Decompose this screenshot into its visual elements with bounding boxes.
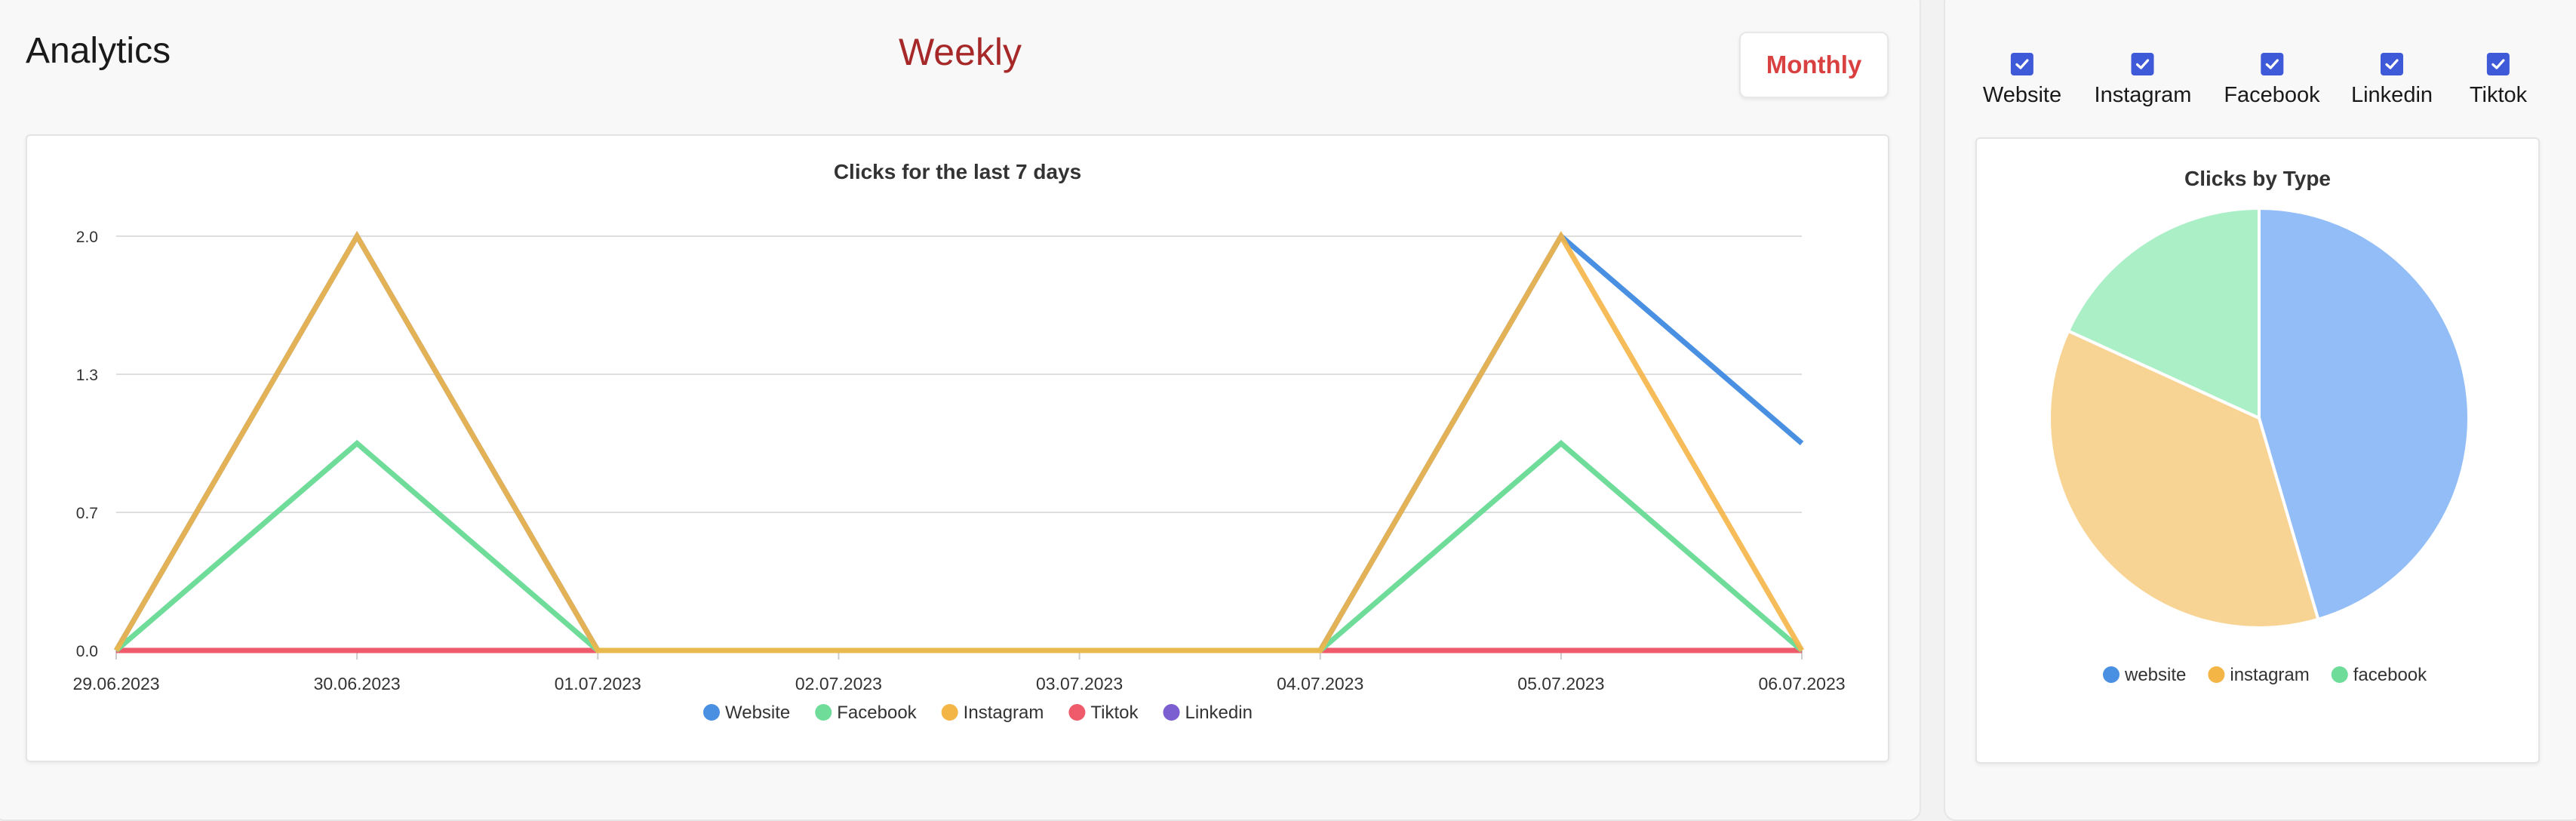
pie-legend-item-instagram[interactable]: instagram — [2208, 665, 2310, 685]
legend-marker — [2331, 666, 2348, 683]
filter-tiktok[interactable]: Tiktok — [2470, 53, 2527, 108]
series-line-instagram — [113, 231, 1805, 653]
line-chart-title: Clicks for the last 7 days — [834, 160, 1081, 183]
check-icon — [2385, 59, 2399, 69]
filter-checkbox-website[interactable] — [2010, 53, 2033, 75]
check-icon — [2265, 59, 2279, 69]
pie-legend-item-facebook[interactable]: facebook — [2331, 665, 2427, 685]
filter-checkbox-tiktok[interactable] — [2487, 53, 2510, 75]
series-line-website — [113, 231, 1804, 653]
legend-item-linkedin[interactable]: Linkedin — [1163, 703, 1253, 723]
check-icon — [2136, 59, 2150, 69]
legend-marker — [941, 704, 958, 721]
filter-checkbox-linkedin[interactable] — [2381, 53, 2403, 75]
pie-chart-card: Clicks by Type website instagram facebook — [1975, 137, 2540, 764]
pie-slice-facebook[interactable] — [2066, 206, 2261, 421]
series-line-facebook — [114, 439, 1804, 653]
x-tick-label: 06.07.2023 — [1758, 674, 1845, 693]
line-chart: Clicks for the last 7 days 2.0 1.3 0.7 0.0 29… — [72, 160, 1845, 723]
x-tick-label: 05.07.2023 — [1517, 674, 1604, 693]
legend-marker — [2103, 666, 2120, 683]
legend-label: website — [2124, 665, 2186, 685]
weekly-period-label[interactable]: Weekly — [899, 31, 1022, 73]
legend-label: Website — [725, 703, 790, 723]
legend-label: Linkedin — [1185, 703, 1253, 723]
legend-marker — [815, 704, 832, 721]
legend-label: Tiktok — [1090, 703, 1139, 723]
filter-linkedin[interactable]: Linkedin — [2351, 53, 2433, 108]
legend-item-instagram[interactable]: Instagram — [941, 703, 1044, 723]
monthly-button[interactable]: Monthly — [1739, 32, 1889, 98]
check-icon — [2015, 59, 2029, 69]
legend-item-facebook[interactable]: Facebook — [815, 703, 918, 723]
legend-label: Instagram — [964, 703, 1044, 723]
page-title: Analytics — [26, 31, 171, 71]
source-filters: Website Instagram Facebook Linkedin Tiktok — [1971, 53, 2567, 113]
filter-label: Instagram — [2094, 83, 2192, 107]
pie-chart: Clicks by Type website instagram facebook — [2048, 167, 2470, 685]
pie-legend-item-website[interactable]: website — [2103, 665, 2186, 685]
legend-item-tiktok[interactable]: Tiktok — [1068, 703, 1139, 723]
x-tick-label: 29.06.2023 — [72, 674, 159, 693]
x-tick-label: 02.07.2023 — [795, 674, 882, 693]
y-tick-label: 1.3 — [76, 367, 98, 384]
filter-label: Facebook — [2224, 83, 2320, 107]
line-chart-card: Clicks for the last 7 days 2.0 1.3 0.7 0.0 29… — [26, 134, 1889, 762]
filter-label: Tiktok — [2469, 83, 2528, 107]
filter-checkbox-instagram[interactable] — [2131, 53, 2154, 75]
pie-chart-title: Clicks by Type — [2184, 167, 2331, 190]
legend-label: instagram — [2230, 665, 2309, 685]
filter-website[interactable]: Website — [1983, 53, 2061, 108]
pie-slice-website[interactable] — [2258, 206, 2470, 622]
x-tick-label: 01.07.2023 — [555, 674, 641, 693]
filter-label: Linkedin — [2350, 83, 2433, 107]
x-tick-label: 04.07.2023 — [1277, 674, 1363, 693]
legend-label: facebook — [2353, 665, 2427, 685]
filter-label: Website — [1982, 83, 2062, 107]
filter-checkbox-facebook[interactable] — [2260, 53, 2283, 75]
legend-marker — [1163, 704, 1180, 721]
check-icon — [2491, 59, 2505, 69]
x-tick-label: 30.06.2023 — [314, 674, 401, 693]
pie-slice-instagram[interactable] — [2048, 328, 2320, 629]
legend-marker — [1068, 704, 1086, 721]
legend-item-website[interactable]: Website — [703, 703, 790, 723]
legend-marker — [2208, 666, 2225, 683]
y-tick-label: 0.7 — [76, 505, 98, 522]
filter-facebook[interactable]: Facebook — [2224, 53, 2320, 108]
filter-instagram[interactable]: Instagram — [2094, 53, 2192, 108]
y-tick-label: 2.0 — [76, 229, 98, 246]
legend-label: Facebook — [837, 703, 917, 723]
y-tick-label: 0.0 — [76, 643, 98, 660]
legend-marker — [703, 704, 720, 721]
x-tick-label: 03.07.2023 — [1036, 674, 1123, 693]
